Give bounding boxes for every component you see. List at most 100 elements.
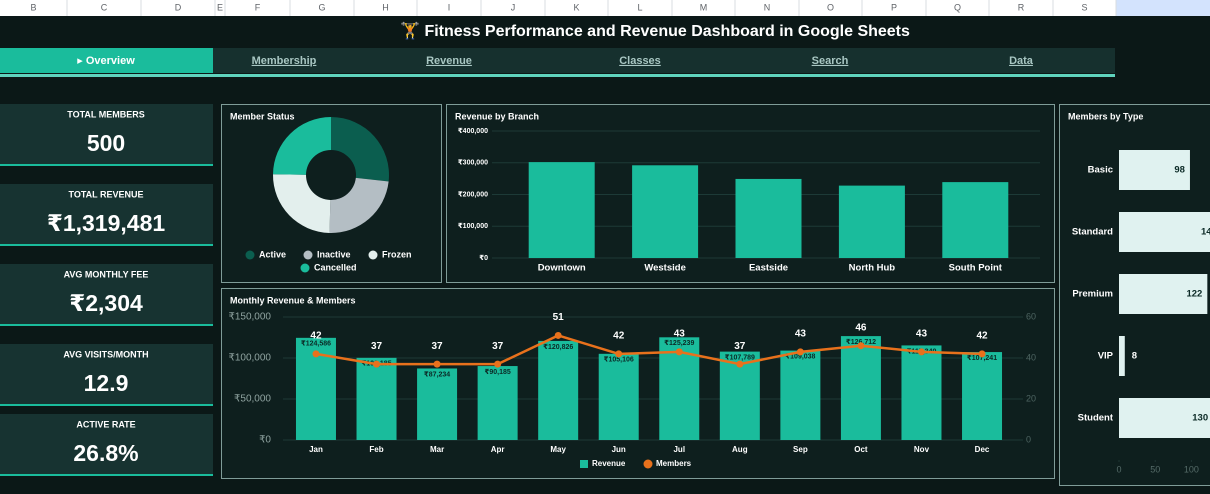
value-label: 98: [1174, 165, 1185, 176]
nav-tab[interactable]: Search: [812, 55, 849, 67]
bar-value-label: ₹109,038: [785, 352, 815, 360]
y-tick-label: ₹0: [259, 435, 271, 446]
legend-marker: [300, 263, 310, 273]
donut-slice: [331, 116, 390, 182]
column-header-selected: [1116, 0, 1210, 16]
value-label: 8: [1132, 351, 1137, 362]
y-tick-label: ₹0: [479, 254, 488, 262]
line-value-label: 43: [916, 328, 928, 339]
legend-label: Active: [259, 249, 286, 259]
x-tick-label: Apr: [491, 445, 505, 454]
kpi-accent: [0, 404, 213, 406]
bar: [417, 368, 458, 440]
x-tick-label: 0: [1116, 464, 1121, 474]
legend-marker: [245, 250, 255, 260]
column-header: L: [637, 2, 642, 12]
kpi-card: [0, 414, 213, 476]
column-header: B: [30, 2, 36, 12]
column-header: N: [764, 2, 771, 12]
kpi-card: [0, 104, 213, 166]
x-tick-label: Sep: [793, 445, 808, 454]
x-tick-label: South Point: [949, 263, 1003, 274]
category-label: Basic: [1088, 165, 1113, 176]
x-tick-label: Eastside: [749, 263, 788, 274]
nav-tab[interactable]: ▸ Overview: [77, 55, 135, 67]
line-marker: [857, 342, 865, 350]
kpi-label: TOTAL REVENUE: [68, 189, 143, 199]
nav-tab[interactable]: Revenue: [426, 55, 472, 67]
chart-title: Members by Type: [1068, 111, 1143, 121]
legend-marker: [368, 250, 378, 260]
legend-marker: [580, 460, 588, 468]
column-header-bar: [0, 0, 1116, 16]
nav-tab[interactable]: Classes: [619, 55, 661, 67]
x-tick-label: Feb: [369, 445, 383, 454]
nav-tab[interactable]: Membership: [252, 55, 317, 67]
bar: [598, 353, 639, 440]
bar: [838, 185, 905, 258]
x-tick-label: Aug: [732, 445, 748, 454]
x-tick-label: Mar: [430, 445, 444, 454]
line-marker: [675, 348, 683, 356]
nav-tab[interactable]: Data: [1009, 55, 1034, 67]
category-label: Premium: [1072, 289, 1113, 300]
line-value-label: 42: [613, 331, 625, 342]
column-header: O: [827, 2, 834, 12]
column-header: I: [448, 2, 451, 12]
line-marker: [554, 331, 562, 339]
bar: [942, 182, 1009, 258]
bar-value-label: ₹124,586: [301, 340, 331, 348]
y-tick-label: ₹50,000: [234, 394, 271, 405]
x-tick-label: North Hub: [849, 263, 896, 274]
bar-value-label: ₹90,185: [484, 368, 510, 376]
y2-tick-label: 60: [1026, 311, 1036, 321]
kpi-card: [0, 344, 213, 406]
kpi-value: ₹1,319,481: [47, 210, 166, 236]
value-label: 142: [1201, 227, 1210, 238]
bar: [1119, 212, 1210, 252]
x-tick-label: Westside: [644, 263, 686, 274]
line-value-label: 51: [553, 312, 565, 323]
bar: [356, 357, 397, 440]
legend-label: Frozen: [382, 249, 412, 259]
column-header: M: [700, 2, 708, 12]
bar: [477, 366, 518, 440]
line-value-label: 42: [976, 331, 988, 342]
line-marker: [917, 348, 925, 356]
legend-marker: [303, 250, 313, 260]
value-label: 130: [1192, 413, 1208, 424]
tab-underline: [0, 74, 1115, 77]
bar-value-label: ₹87,234: [424, 370, 450, 378]
kpi-label: TOTAL MEMBERS: [67, 109, 145, 119]
x-tick-label: Jan: [309, 445, 323, 454]
x-tick-label: Nov: [914, 445, 930, 454]
kpi-label: AVG VISITS/MONTH: [63, 349, 148, 359]
line: [315, 334, 983, 366]
bar: [632, 165, 699, 258]
column-header: D: [175, 2, 182, 12]
kpi-card: [0, 184, 213, 246]
y-tick-label: ₹100,000: [458, 222, 488, 230]
column-header: S: [1081, 2, 1087, 12]
y-tick-label: ₹200,000: [458, 190, 488, 198]
x-tick-label: Downtown: [538, 263, 586, 274]
bar: [1119, 398, 1210, 438]
line-marker: [494, 360, 502, 368]
line-marker: [312, 350, 320, 358]
bar: [1119, 274, 1208, 314]
bar: [962, 352, 1003, 440]
line-value-label: 37: [371, 341, 383, 352]
legend-marker: [643, 459, 653, 469]
line-value-label: 37: [734, 341, 746, 352]
category-label: Standard: [1072, 227, 1113, 238]
legend-label: Revenue: [592, 459, 626, 468]
line-marker: [796, 348, 804, 356]
kpi-label: AVG MONTHLY FEE: [64, 269, 149, 279]
column-header: P: [891, 2, 897, 12]
x-tick-label: Jun: [612, 445, 626, 454]
column-header: K: [573, 2, 579, 12]
kpi-value: 12.9: [84, 370, 129, 396]
kpi-accent: [0, 164, 213, 166]
category-label: VIP: [1098, 351, 1114, 362]
